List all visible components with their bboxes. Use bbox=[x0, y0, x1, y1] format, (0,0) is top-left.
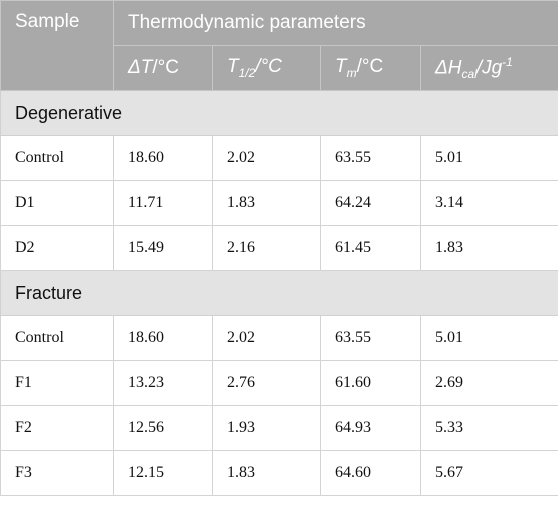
header-text: m bbox=[346, 65, 357, 80]
data-row: F1 13.23 2.76 61.60 2.69 bbox=[0, 360, 558, 406]
value-cell: 12.15 bbox=[113, 450, 213, 496]
header-text: /Jg bbox=[476, 57, 503, 79]
data-row: D2 15.49 2.16 61.45 1.83 bbox=[0, 225, 558, 271]
header-text: T bbox=[335, 56, 347, 78]
value-cell: 12.56 bbox=[113, 405, 213, 451]
value-cell: 64.60 bbox=[320, 450, 421, 496]
value-cell: 64.24 bbox=[320, 180, 421, 226]
header-text: /°C bbox=[356, 56, 384, 78]
value-cell: 63.55 bbox=[320, 315, 421, 361]
value-cell: 5.33 bbox=[419, 405, 558, 451]
header-text: /°C bbox=[152, 57, 179, 78]
value-cell: 18.60 bbox=[113, 315, 213, 361]
header-cell: Thermodynamic parameters bbox=[112, 0, 558, 46]
sample-cell: F1 bbox=[0, 360, 114, 406]
value-cell: 61.45 bbox=[320, 225, 421, 271]
header-text: cal bbox=[461, 67, 477, 82]
section-title: Fracture bbox=[0, 270, 558, 316]
header-text: /°C bbox=[255, 56, 282, 78]
table-body: Sample Thermodynamic parameters ΔT/°C T1/… bbox=[0, 0, 558, 496]
header-text: 1/2 bbox=[238, 65, 256, 80]
header-cell: T1/2/°C bbox=[212, 45, 321, 91]
value-cell: 2.02 bbox=[212, 135, 321, 181]
value-cell: 15.49 bbox=[113, 225, 213, 271]
data-row: F2 12.56 1.93 64.93 5.33 bbox=[0, 405, 558, 451]
data-row: Control 18.60 2.02 63.55 5.01 bbox=[0, 315, 558, 361]
section-title: Degenerative bbox=[0, 90, 558, 136]
data-row: F3 12.15 1.83 64.60 5.67 bbox=[0, 450, 558, 496]
data-row: Control 18.60 2.02 63.55 5.01 bbox=[0, 135, 558, 181]
sample-cell: D2 bbox=[0, 225, 114, 271]
header-cell: ΔT/°C bbox=[113, 45, 213, 91]
sample-cell: D1 bbox=[0, 180, 114, 226]
value-cell: 13.23 bbox=[113, 360, 213, 406]
header-text: ΔT bbox=[128, 57, 153, 78]
sample-cell: F2 bbox=[0, 405, 114, 451]
value-cell: 5.01 bbox=[419, 135, 558, 181]
value-cell: 11.71 bbox=[113, 180, 213, 226]
section-row: Degenerative bbox=[0, 90, 558, 136]
sample-cell: F3 bbox=[0, 450, 114, 496]
header-row: ΔT/°C T1/2/°C Tm/°C ΔHcal/Jg-1 bbox=[1, 45, 558, 91]
value-cell: 2.76 bbox=[212, 360, 321, 406]
data-row: D1 11.71 1.83 64.24 3.14 bbox=[0, 180, 558, 226]
value-cell: 2.02 bbox=[212, 315, 321, 361]
sample-cell: Control bbox=[0, 315, 114, 361]
value-cell: 18.60 bbox=[113, 135, 213, 181]
value-cell: 1.83 bbox=[212, 450, 321, 496]
value-cell: 63.55 bbox=[320, 135, 421, 181]
value-cell: 1.93 bbox=[212, 405, 321, 451]
value-cell: 61.60 bbox=[320, 360, 421, 406]
value-cell: 2.16 bbox=[212, 225, 321, 271]
data-table: Sample Thermodynamic parameters ΔT/°C T1/… bbox=[0, 0, 558, 496]
value-cell: 64.93 bbox=[320, 405, 421, 451]
header-cell: Sample bbox=[0, 0, 114, 91]
section-row: Fracture bbox=[0, 270, 558, 316]
header-text: ΔH bbox=[435, 57, 462, 79]
sample-cell: Control bbox=[0, 135, 114, 181]
value-cell: 3.14 bbox=[419, 180, 558, 226]
header-row: Sample Thermodynamic parameters bbox=[0, 0, 558, 91]
header-cell: ΔHcal/Jg-1 bbox=[419, 45, 558, 91]
header-text: -1 bbox=[502, 54, 513, 69]
header-cell: Tm/°C bbox=[320, 45, 421, 91]
header-text: T bbox=[227, 56, 239, 78]
value-cell: 5.01 bbox=[419, 315, 558, 361]
value-cell: 1.83 bbox=[419, 225, 558, 271]
value-cell: 1.83 bbox=[212, 180, 321, 226]
value-cell: 5.67 bbox=[419, 450, 558, 496]
value-cell: 2.69 bbox=[419, 360, 558, 406]
